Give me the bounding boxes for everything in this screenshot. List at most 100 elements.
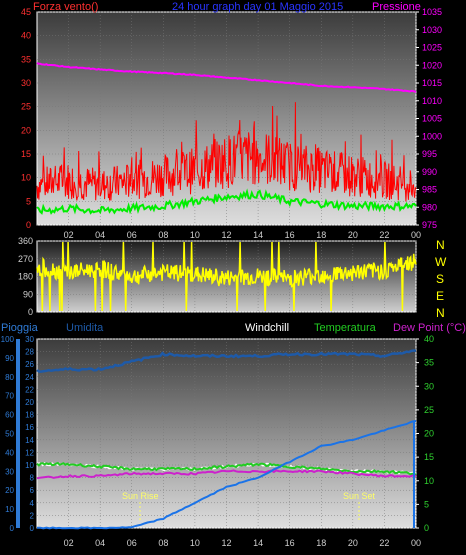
direction-tick-label: 0	[28, 307, 33, 317]
compass-label-w: W	[435, 255, 447, 269]
rain-tick-label: 0	[30, 524, 35, 533]
compass-label-s: S	[436, 272, 444, 286]
rain-tick-label: 2	[30, 511, 35, 520]
humidity-tick-label: 60	[5, 411, 14, 420]
legend-dewpoint: Dew Point (°C)	[393, 322, 466, 334]
temperature-tick-label: 0	[424, 523, 429, 533]
humidity-tick-label: 20	[5, 486, 14, 495]
x-tick-label: 22	[379, 230, 389, 240]
compass-label-n-top: N	[436, 238, 445, 252]
temperature-tick-label: 25	[424, 405, 434, 415]
series-pressure	[36, 62, 417, 93]
x-tick-label: 06	[127, 230, 137, 240]
humidity-tick-label: 30	[5, 467, 14, 476]
x-tick-label: 08	[158, 538, 168, 548]
humidity-tick-label: 10	[5, 505, 14, 514]
left-tick-label: 10	[21, 173, 31, 183]
legend-temperatura: Temperatura	[314, 322, 377, 334]
rain-tick-label: 30	[25, 335, 34, 344]
left-tick-label: 25	[21, 102, 31, 112]
temperature-tick-label: 35	[424, 358, 434, 368]
rain-tick-label: 14	[25, 436, 34, 445]
direction-tick-label: 270	[18, 254, 33, 264]
left-tick-label: 45	[21, 7, 31, 17]
x-tick-label: 16	[285, 538, 295, 548]
x-tick-label: 10	[190, 230, 200, 240]
right-tick-label: 995	[422, 149, 437, 159]
rain-tick-label: 22	[25, 385, 34, 394]
wind-pressure-plot-area	[36, 11, 417, 226]
rain-tick-label: 26	[25, 360, 34, 369]
right-tick-label: 1020	[422, 60, 442, 70]
rain-tick-label: 24	[25, 373, 34, 382]
humidity-tick-label: 70	[5, 392, 14, 401]
x-tick-label: 08	[158, 230, 168, 240]
series-rain	[37, 420, 417, 530]
x-tick-label: 20	[348, 538, 358, 548]
right-tick-label: 1010	[422, 96, 442, 106]
left-tick-label: 20	[21, 125, 31, 135]
right-tick-label: 990	[422, 167, 437, 177]
right-axis-label-pressure: Pressione	[372, 1, 421, 13]
x-tick-label: 10	[190, 538, 200, 548]
x-tick-label: 02	[64, 538, 74, 548]
humidity-tick-label: 0	[10, 524, 15, 533]
temperature-tick-label: 10	[424, 476, 434, 486]
left-axis-label-wind: Forza vento()	[33, 1, 98, 13]
x-tick-label: 18	[316, 538, 326, 548]
series-wind-gust	[36, 102, 417, 202]
x-tick-label: 12	[221, 230, 231, 240]
rain-tick-label: 12	[25, 448, 34, 457]
temperature-tick-label: 40	[424, 334, 434, 344]
series-wind-average	[36, 188, 417, 215]
x-tick-label: 04	[95, 230, 105, 240]
x-tick-label: 00	[411, 230, 421, 240]
humidity-tick-label: 50	[5, 430, 14, 439]
left-tick-label: 40	[21, 31, 31, 41]
right-tick-label: 1035	[422, 7, 442, 17]
temperature-tick-label: 20	[424, 429, 434, 439]
rain-tick-label: 4	[30, 499, 35, 508]
left-tick-label: 30	[21, 78, 31, 88]
rain-tick-label: 6	[30, 486, 35, 495]
direction-tick-label: 360	[18, 236, 33, 246]
temperature-tick-label: 15	[424, 452, 434, 462]
humidity-tick-label: 80	[5, 373, 14, 382]
series-wind-direction	[36, 241, 417, 312]
series-temperature	[36, 461, 417, 476]
direction-tick-label: 180	[18, 272, 33, 282]
rain-tick-label: 10	[25, 461, 34, 470]
x-tick-label: 02	[64, 230, 74, 240]
rain-tick-label: 20	[25, 398, 34, 407]
series-humidity	[36, 349, 417, 373]
right-tick-label: 1025	[422, 43, 442, 53]
direction-tick-label: 90	[23, 289, 33, 299]
right-tick-label: 1030	[422, 25, 442, 35]
rain-tick-label: 18	[25, 411, 34, 420]
x-tick-label: 14	[253, 538, 263, 548]
humidity-axis-bar	[16, 339, 20, 528]
temperature-tick-label: 30	[424, 381, 434, 391]
right-tick-label: 1005	[422, 114, 442, 124]
x-tick-label: 16	[285, 230, 295, 240]
x-tick-label: 14	[253, 230, 263, 240]
chart-title: 24 hour graph day 01 Maggio 2015	[172, 1, 343, 13]
sunset-label: Sun Set	[343, 491, 376, 501]
right-tick-label: 975	[422, 220, 437, 230]
x-tick-label: 20	[348, 230, 358, 240]
x-tick-label: 12	[221, 538, 231, 548]
left-tick-label: 15	[21, 149, 31, 159]
right-tick-label: 1015	[422, 78, 442, 88]
x-tick-label: 22	[379, 538, 389, 548]
x-tick-label: 04	[95, 538, 105, 548]
x-tick-label: 18	[316, 230, 326, 240]
left-tick-label: 5	[26, 196, 31, 206]
rain-tick-label: 28	[25, 348, 34, 357]
left-tick-label: 0	[26, 220, 31, 230]
humidity-tick-label: 100	[1, 335, 15, 344]
humidity-tick-label: 40	[5, 448, 14, 457]
legend-umidita: Umidita	[66, 322, 104, 334]
compass-label-n-bottom: N	[436, 306, 445, 320]
